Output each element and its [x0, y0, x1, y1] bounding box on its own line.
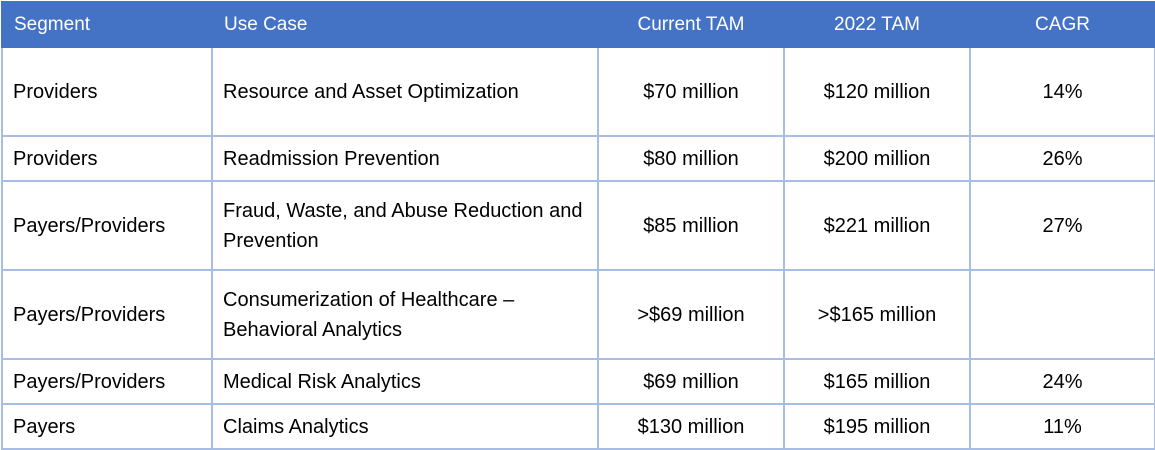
cell-cagr: 26%	[969, 135, 1155, 182]
cell-2022-tam: $165 million	[783, 358, 971, 405]
cell-segment: Payers/Providers	[1, 180, 213, 271]
cell-segment: Payers/Providers	[1, 269, 213, 360]
table-header: Segment Use Case Current TAM 2022 TAM CA…	[1, 1, 1155, 48]
table-row: Payers/Providers Fraud, Waste, and Abuse…	[1, 180, 1155, 271]
cell-2022-tam: $120 million	[783, 46, 971, 137]
cell-cagr: 24%	[969, 358, 1155, 405]
cell-2022-tam: >$165 million	[783, 269, 971, 360]
cell-cagr: 27%	[969, 180, 1155, 271]
table-row: Payers Claims Analytics $130 million $19…	[1, 403, 1155, 450]
cell-use-case: Resource and Asset Optimization	[211, 46, 599, 137]
cell-current-tam: $69 million	[597, 358, 785, 405]
cell-segment: Providers	[1, 46, 213, 137]
cell-segment: Providers	[1, 135, 213, 182]
table-row: Payers/Providers Medical Risk Analytics …	[1, 358, 1155, 405]
cell-current-tam: >$69 million	[597, 269, 785, 360]
cell-current-tam: $80 million	[597, 135, 785, 182]
header-segment: Segment	[1, 1, 213, 48]
cell-current-tam: $130 million	[597, 403, 785, 450]
cell-use-case: Medical Risk Analytics	[211, 358, 599, 405]
cell-segment: Payers	[1, 403, 213, 450]
cell-cagr: 14%	[969, 46, 1155, 137]
header-cagr: CAGR	[969, 1, 1155, 48]
cell-2022-tam: $200 million	[783, 135, 971, 182]
table-row: Providers Readmission Prevention $80 mil…	[1, 135, 1155, 182]
table-row: Providers Resource and Asset Optimizatio…	[1, 46, 1155, 137]
header-current-tam: Current TAM	[597, 1, 785, 48]
table-body: Providers Resource and Asset Optimizatio…	[1, 46, 1155, 450]
header-use-case: Use Case	[211, 1, 599, 48]
cell-use-case: Readmission Prevention	[211, 135, 599, 182]
cell-segment: Payers/Providers	[1, 358, 213, 405]
header-2022-tam: 2022 TAM	[783, 1, 971, 48]
table-row: Payers/Providers Consumerization of Heal…	[1, 269, 1155, 360]
cell-cagr	[969, 269, 1155, 360]
cell-cagr: 11%	[969, 403, 1155, 450]
cell-use-case: Consumerization of Healthcare – Behavior…	[211, 269, 599, 360]
cell-use-case: Claims Analytics	[211, 403, 599, 450]
cell-current-tam: $70 million	[597, 46, 785, 137]
cell-2022-tam: $221 million	[783, 180, 971, 271]
header-row: Segment Use Case Current TAM 2022 TAM CA…	[1, 1, 1155, 48]
cell-2022-tam: $195 million	[783, 403, 971, 450]
cell-use-case: Fraud, Waste, and Abuse Reduction and Pr…	[211, 180, 599, 271]
cell-current-tam: $85 million	[597, 180, 785, 271]
